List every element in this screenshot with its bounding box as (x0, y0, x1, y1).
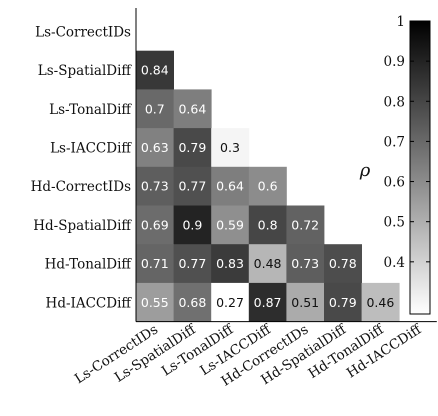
cell-value-label: 0.73 (141, 179, 169, 194)
cell-value-label: 0.55 (141, 295, 169, 310)
colorbar-gradient (409, 20, 431, 315)
column-labels: Ls-CorrectIDsLs-SpatialDiffLs-TonalDiffL… (72, 321, 426, 390)
colorbar-tick-label: 0.9 (384, 54, 405, 70)
cell-value-label: 0.6 (258, 179, 278, 194)
heatmap-cell (136, 244, 174, 284)
row-label: Hd-TonalDiff (45, 257, 133, 273)
heatmap-cell (173, 282, 212, 322)
heatmap-cell (136, 166, 174, 206)
cell-value-label: 0.83 (216, 256, 244, 271)
heatmap-cell (211, 205, 250, 245)
cell-value-label: 0.79 (329, 295, 357, 310)
cell-value-label: 0.46 (366, 295, 394, 310)
cell-value-label: 0.64 (216, 179, 244, 194)
cell-value-label: 0.8 (258, 217, 278, 232)
colorbar: 0.4 0.5 0.6 0.7 0.8 0.9 1 ρ (359, 14, 431, 315)
heatmap-cell (248, 244, 287, 284)
cell-value-label: 0.3 (220, 140, 240, 155)
cell-value-label: 0.68 (178, 295, 206, 310)
cell-value-label: 0.59 (216, 217, 244, 232)
cell-value-label: 0.69 (141, 217, 169, 232)
heatmap-cell (286, 205, 325, 245)
heatmap-cell (136, 50, 174, 90)
heatmap-cell (324, 244, 362, 284)
colorbar-label: ρ (359, 160, 371, 181)
cell-value-label: 0.78 (329, 256, 357, 271)
heatmap-cell (136, 89, 174, 129)
colorbar-tick-label: 0.5 (384, 215, 405, 231)
colorbar-tick-label: 0.7 (384, 134, 405, 150)
cell-value-label: 0.64 (178, 101, 206, 116)
cell-value-label: 0.9 (182, 217, 202, 232)
cell-value-label: 0.27 (216, 295, 244, 310)
heatmap-cell (173, 128, 212, 168)
heatmap-cell (136, 128, 174, 168)
cell-value-label: 0.77 (178, 256, 206, 271)
cell-value-label: 0.51 (291, 295, 319, 310)
heatmap-cell (136, 205, 174, 245)
heatmap-cell (211, 244, 250, 284)
row-label: Hd-IACCDiff (46, 295, 133, 311)
colorbar-tick-label: 0.6 (384, 175, 405, 191)
cell-value-label: 0.73 (291, 256, 319, 271)
heatmap-cell (286, 282, 325, 322)
cell-value-label: 0.87 (254, 295, 282, 310)
heatmap-cell (248, 205, 287, 245)
heatmap-cell (211, 166, 250, 206)
cell-value-label: 0.77 (178, 179, 206, 194)
heatmap-cell (173, 166, 212, 206)
heatmap-cell (286, 244, 325, 284)
heatmap-cell (211, 128, 250, 168)
row-label: Ls-SpatialDiff (38, 63, 133, 79)
heatmap-cell (211, 282, 250, 322)
row-label: Ls-IACCDiff (50, 140, 132, 156)
heatmap-cell (173, 89, 212, 129)
heatmap-cell (361, 282, 400, 322)
heatmap-axes (135, 8, 437, 323)
heatmap-cell (173, 244, 212, 284)
heatmap-cell (248, 282, 287, 322)
cell-value-label: 0.84 (141, 63, 169, 78)
colorbar-tick-label: 1 (396, 14, 405, 30)
heatmap-cell (324, 282, 362, 322)
colorbar-tick-label: 0.4 (384, 255, 405, 271)
cell-value-label: 0.72 (291, 217, 319, 232)
row-label: Hd-SpatialDiff (33, 218, 132, 234)
heatmap-cell (136, 282, 174, 322)
row-labels: Ls-CorrectIDs Ls-SpatialDiff Ls-TonalDiff L… (31, 24, 133, 311)
cell-value-label: 0.7 (145, 101, 165, 116)
colorbar-tick-label: 0.8 (384, 94, 405, 110)
row-label: Ls-CorrectIDs (35, 24, 131, 40)
heatmap-cell (248, 166, 287, 206)
cell-value-label: 0.79 (178, 140, 206, 155)
heatmap-cell (173, 205, 212, 245)
cell-value-label: 0.71 (141, 256, 169, 271)
row-label: Hd-CorrectIDs (31, 179, 131, 195)
heatmap-cells: 0.84 0.7 0.64 0.63 0.79 0.3 0.73 0.77 0.64 0.6 0.6… (136, 50, 400, 322)
cell-value-label: 0.63 (141, 140, 169, 155)
cell-value-label: 0.48 (254, 256, 282, 271)
row-label: Ls-TonalDiff (49, 102, 132, 118)
